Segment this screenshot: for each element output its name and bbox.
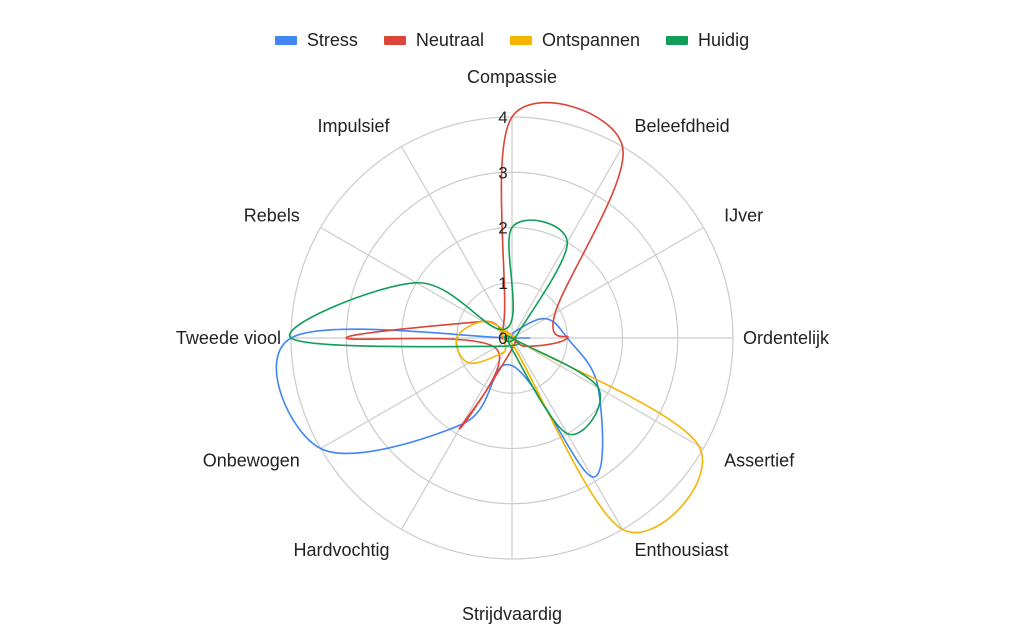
category-label-hardvochtig: Hardvochtig (293, 540, 389, 560)
spoke-11 (400, 146, 513, 339)
category-label-strijdvaardig: Strijdvaardig (462, 604, 562, 624)
radial-tick-1: 1 (498, 274, 507, 293)
legend-label-stress: Stress (306, 30, 358, 50)
radial-tick-2: 2 (498, 219, 507, 238)
series-layer (275, 101, 704, 534)
legend-swatch-stress (274, 36, 297, 45)
radial-tick-3: 3 (498, 163, 507, 182)
legend-label-ontspannen: Ontspannen (541, 30, 641, 50)
legend-label-huidig: Huidig (698, 30, 750, 50)
legend: Stress Neutraal Ontspannen Huidig (0, 30, 1024, 51)
category-label-rebels: Rebels (244, 206, 300, 226)
legend-item-ontspannen[interactable]: Ontspannen (509, 30, 641, 51)
category-label-assertief: Assertief (724, 451, 795, 471)
radial-tick-4: 4 (498, 108, 507, 127)
legend-swatch-ontspannen (509, 36, 532, 45)
category-label-compassie: Compassie (467, 67, 557, 87)
radial-ticks: 0 1 2 3 4 (498, 108, 507, 348)
category-labels: Compassie Beleefdheid IJver Ordentelijk Asse… (176, 67, 830, 624)
spoke-8 (320, 337, 513, 450)
legend-item-huidig[interactable]: Huidig (666, 30, 749, 51)
spoke-7 (400, 337, 513, 530)
category-label-onbewogen: Onbewogen (203, 451, 300, 471)
series-stress-line (275, 317, 604, 478)
category-label-enthousiast: Enthousiast (635, 540, 729, 560)
radial-tick-0: 0 (498, 329, 507, 348)
category-label-ordentelijk: Ordentelijk (743, 328, 830, 348)
legend-swatch-huidig (666, 36, 689, 45)
legend-label-neutraal: Neutraal (415, 30, 484, 50)
spoke-4 (511, 337, 704, 450)
legend-item-stress[interactable]: Stress (274, 30, 358, 51)
category-label-tweede-viool: Tweede viool (176, 328, 281, 348)
category-label-impulsief: Impulsief (317, 116, 390, 136)
legend-item-neutraal[interactable]: Neutraal (383, 30, 484, 51)
spoke-2 (511, 226, 704, 339)
category-label-beleefdheid: Beleefdheid (635, 116, 730, 136)
series-ontspannen-line (455, 320, 704, 534)
series-huidig-line (288, 219, 601, 436)
legend-swatch-neutraal (383, 36, 406, 45)
category-label-ijver: IJver (724, 206, 763, 226)
